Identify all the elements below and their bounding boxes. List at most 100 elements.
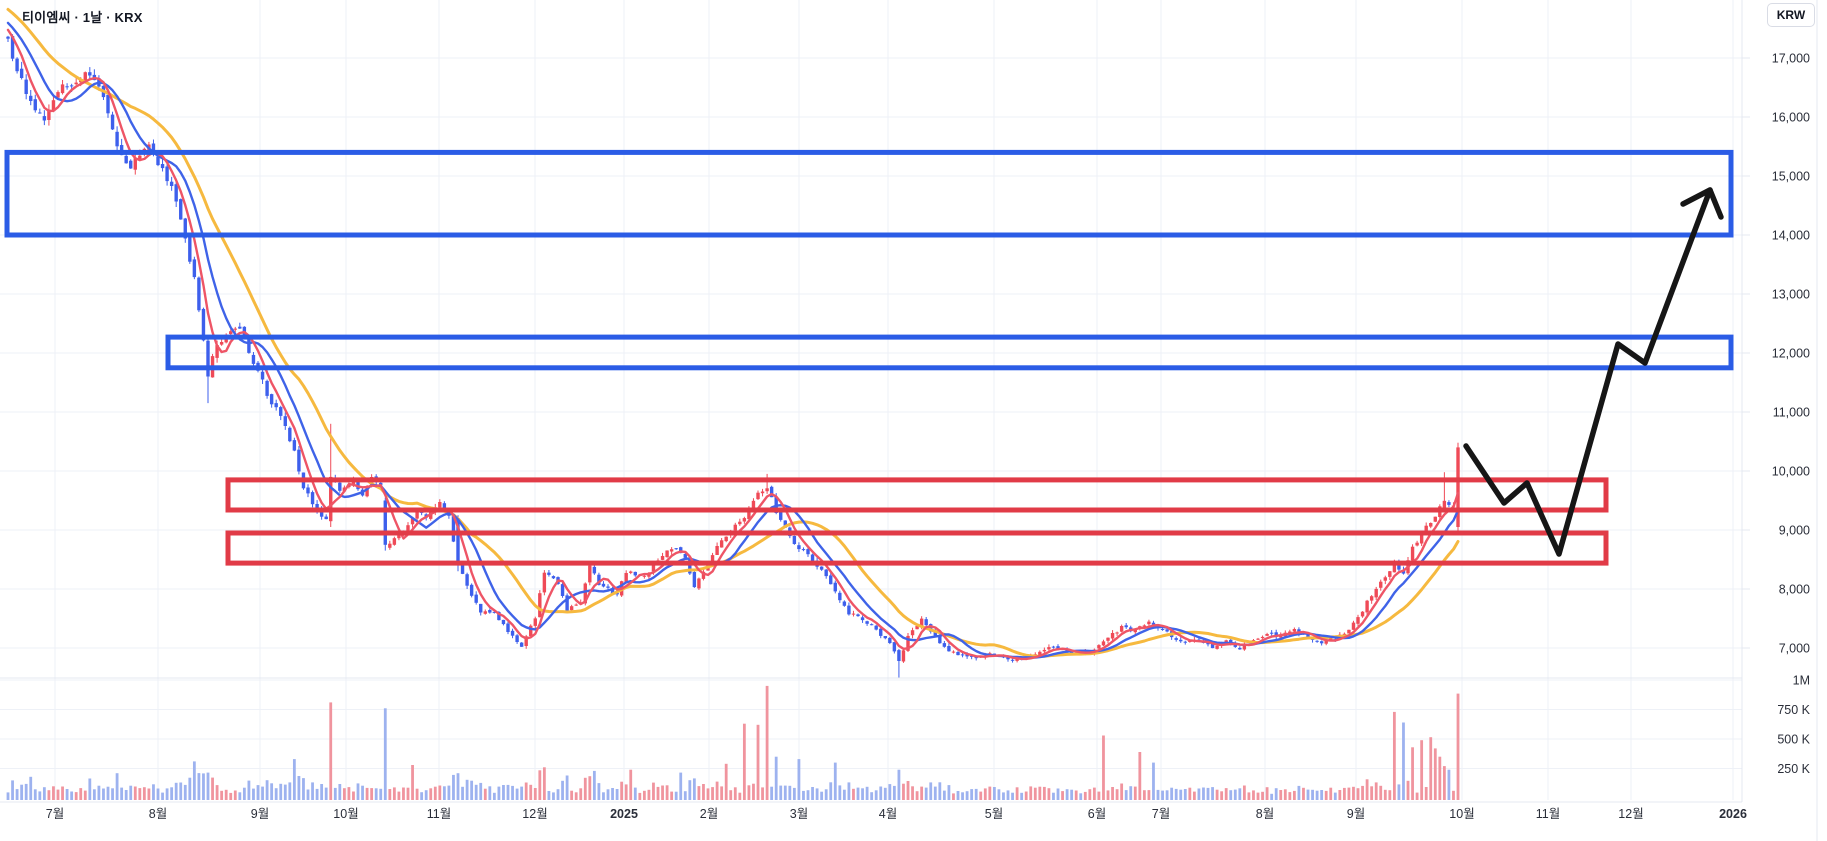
supply-box-upper-rect[interactable] (4, 149, 1734, 238)
volume-bar (383, 708, 387, 800)
volume-bar (1033, 787, 1037, 800)
time-tick-label[interactable]: 4월 (879, 807, 897, 821)
time-tick-label[interactable]: 2025 (610, 807, 638, 821)
volume-bar (1361, 785, 1364, 800)
price-tick-label: 10,000 (1772, 465, 1810, 479)
volume-bar (1252, 790, 1255, 800)
candle-body (156, 156, 160, 166)
volume-bar (224, 789, 228, 800)
volume-bar (229, 792, 233, 800)
time-tick-label[interactable]: 7월 (1152, 807, 1170, 821)
candle-body (1424, 525, 1428, 533)
candle-body (724, 536, 728, 542)
time-tick-label[interactable]: 7월 (46, 807, 64, 821)
candle-body (856, 614, 860, 617)
time-tick-label[interactable]: 5월 (985, 807, 1003, 821)
candle-body (1379, 581, 1383, 588)
time-tick-label[interactable]: 9월 (251, 807, 269, 821)
time-tick-label[interactable]: 12월 (1618, 807, 1643, 821)
volume-bar (706, 788, 710, 800)
time-tick-label[interactable]: 2026 (1719, 807, 1747, 821)
volume-bar (65, 789, 69, 800)
candle-body (451, 516, 456, 542)
candle-body (1174, 638, 1178, 640)
volume-bar (892, 785, 896, 800)
volume-bar (952, 793, 955, 800)
candle-body (1374, 588, 1378, 598)
volume-bar (1106, 790, 1110, 800)
volume-bar (929, 782, 933, 800)
candle-body (533, 618, 537, 626)
candle-body (510, 630, 515, 636)
volume-bar (420, 792, 424, 800)
volume-bar (933, 786, 937, 800)
volume-bar (911, 786, 914, 800)
volume-bar (1083, 791, 1087, 800)
volume-bar (288, 782, 292, 800)
time-tick-label[interactable]: 8월 (1256, 807, 1274, 821)
volume-bar (256, 785, 260, 800)
volume-bar (806, 790, 810, 800)
time-tick-label[interactable]: 6월 (1088, 807, 1106, 821)
volume-bar (79, 788, 83, 800)
volume-bar (1129, 786, 1133, 800)
volume-bar (838, 785, 842, 800)
resistance-box-lower-rect[interactable] (225, 530, 1609, 566)
sma-mid-line[interactable] (6, 21, 1460, 659)
volume-bar (792, 787, 796, 800)
volume-bar (292, 759, 296, 800)
candle-body (479, 603, 483, 613)
candle-body (74, 82, 78, 85)
candle-body (1324, 640, 1328, 644)
time-tick-label[interactable]: 11월 (1536, 807, 1560, 821)
volume-bar (1261, 791, 1264, 800)
time-tick-label[interactable]: 3월 (790, 807, 808, 821)
projection-arrow-path[interactable] (1463, 187, 1713, 557)
candle-body (760, 491, 765, 494)
candle-body (583, 583, 587, 604)
time-tick-label[interactable]: 10월 (1449, 807, 1474, 821)
time-tick-label[interactable]: 8월 (149, 807, 167, 821)
symbol-legend[interactable]: 티이엠씨 · 1날 · KRX (22, 10, 143, 25)
candle-body (551, 576, 556, 579)
candle-body (1342, 633, 1347, 635)
candle-body (56, 92, 60, 98)
candle-body (379, 482, 383, 486)
volume-bar (183, 784, 187, 800)
time-tick-label[interactable]: 12월 (522, 807, 547, 821)
volume-tick-label: 750 K (1777, 703, 1810, 717)
volume-bar (856, 787, 860, 800)
volume-bar (515, 788, 519, 800)
volume-bar (438, 785, 442, 800)
volume-bar (1179, 789, 1183, 800)
volume-bar (656, 786, 660, 800)
volume-bar (629, 769, 633, 800)
currency-badge[interactable]: KRW (1767, 3, 1815, 27)
time-tick-label[interactable]: 11월 (427, 807, 451, 821)
volume-bar (1202, 787, 1205, 800)
candle-body (1251, 640, 1256, 642)
candle-body (519, 642, 524, 647)
candle-body (1110, 633, 1115, 639)
volume-bar (733, 787, 737, 800)
candle-body (1006, 656, 1010, 660)
supply-box-lower-rect[interactable] (165, 334, 1734, 371)
candle-body (1292, 629, 1297, 632)
candle-body (1306, 633, 1310, 637)
time-tick-label[interactable]: 9월 (1347, 807, 1365, 821)
resistance-box-upper-rect[interactable] (225, 477, 1609, 513)
volume-bar (647, 789, 651, 800)
volume-bar (1452, 790, 1455, 800)
volume-bar (33, 789, 37, 800)
volume-bar (347, 787, 351, 800)
candle-body (1260, 636, 1265, 639)
candle-body (1433, 516, 1437, 522)
time-tick-label[interactable]: 2월 (700, 807, 718, 821)
volume-bar (906, 781, 910, 800)
volume-bar (915, 791, 919, 800)
drawing-zones-layer[interactable] (4, 149, 1734, 566)
volume-bar (670, 791, 674, 800)
projection-arrow-layer[interactable] (1463, 187, 1724, 557)
time-tick-label[interactable]: 10월 (333, 807, 358, 821)
